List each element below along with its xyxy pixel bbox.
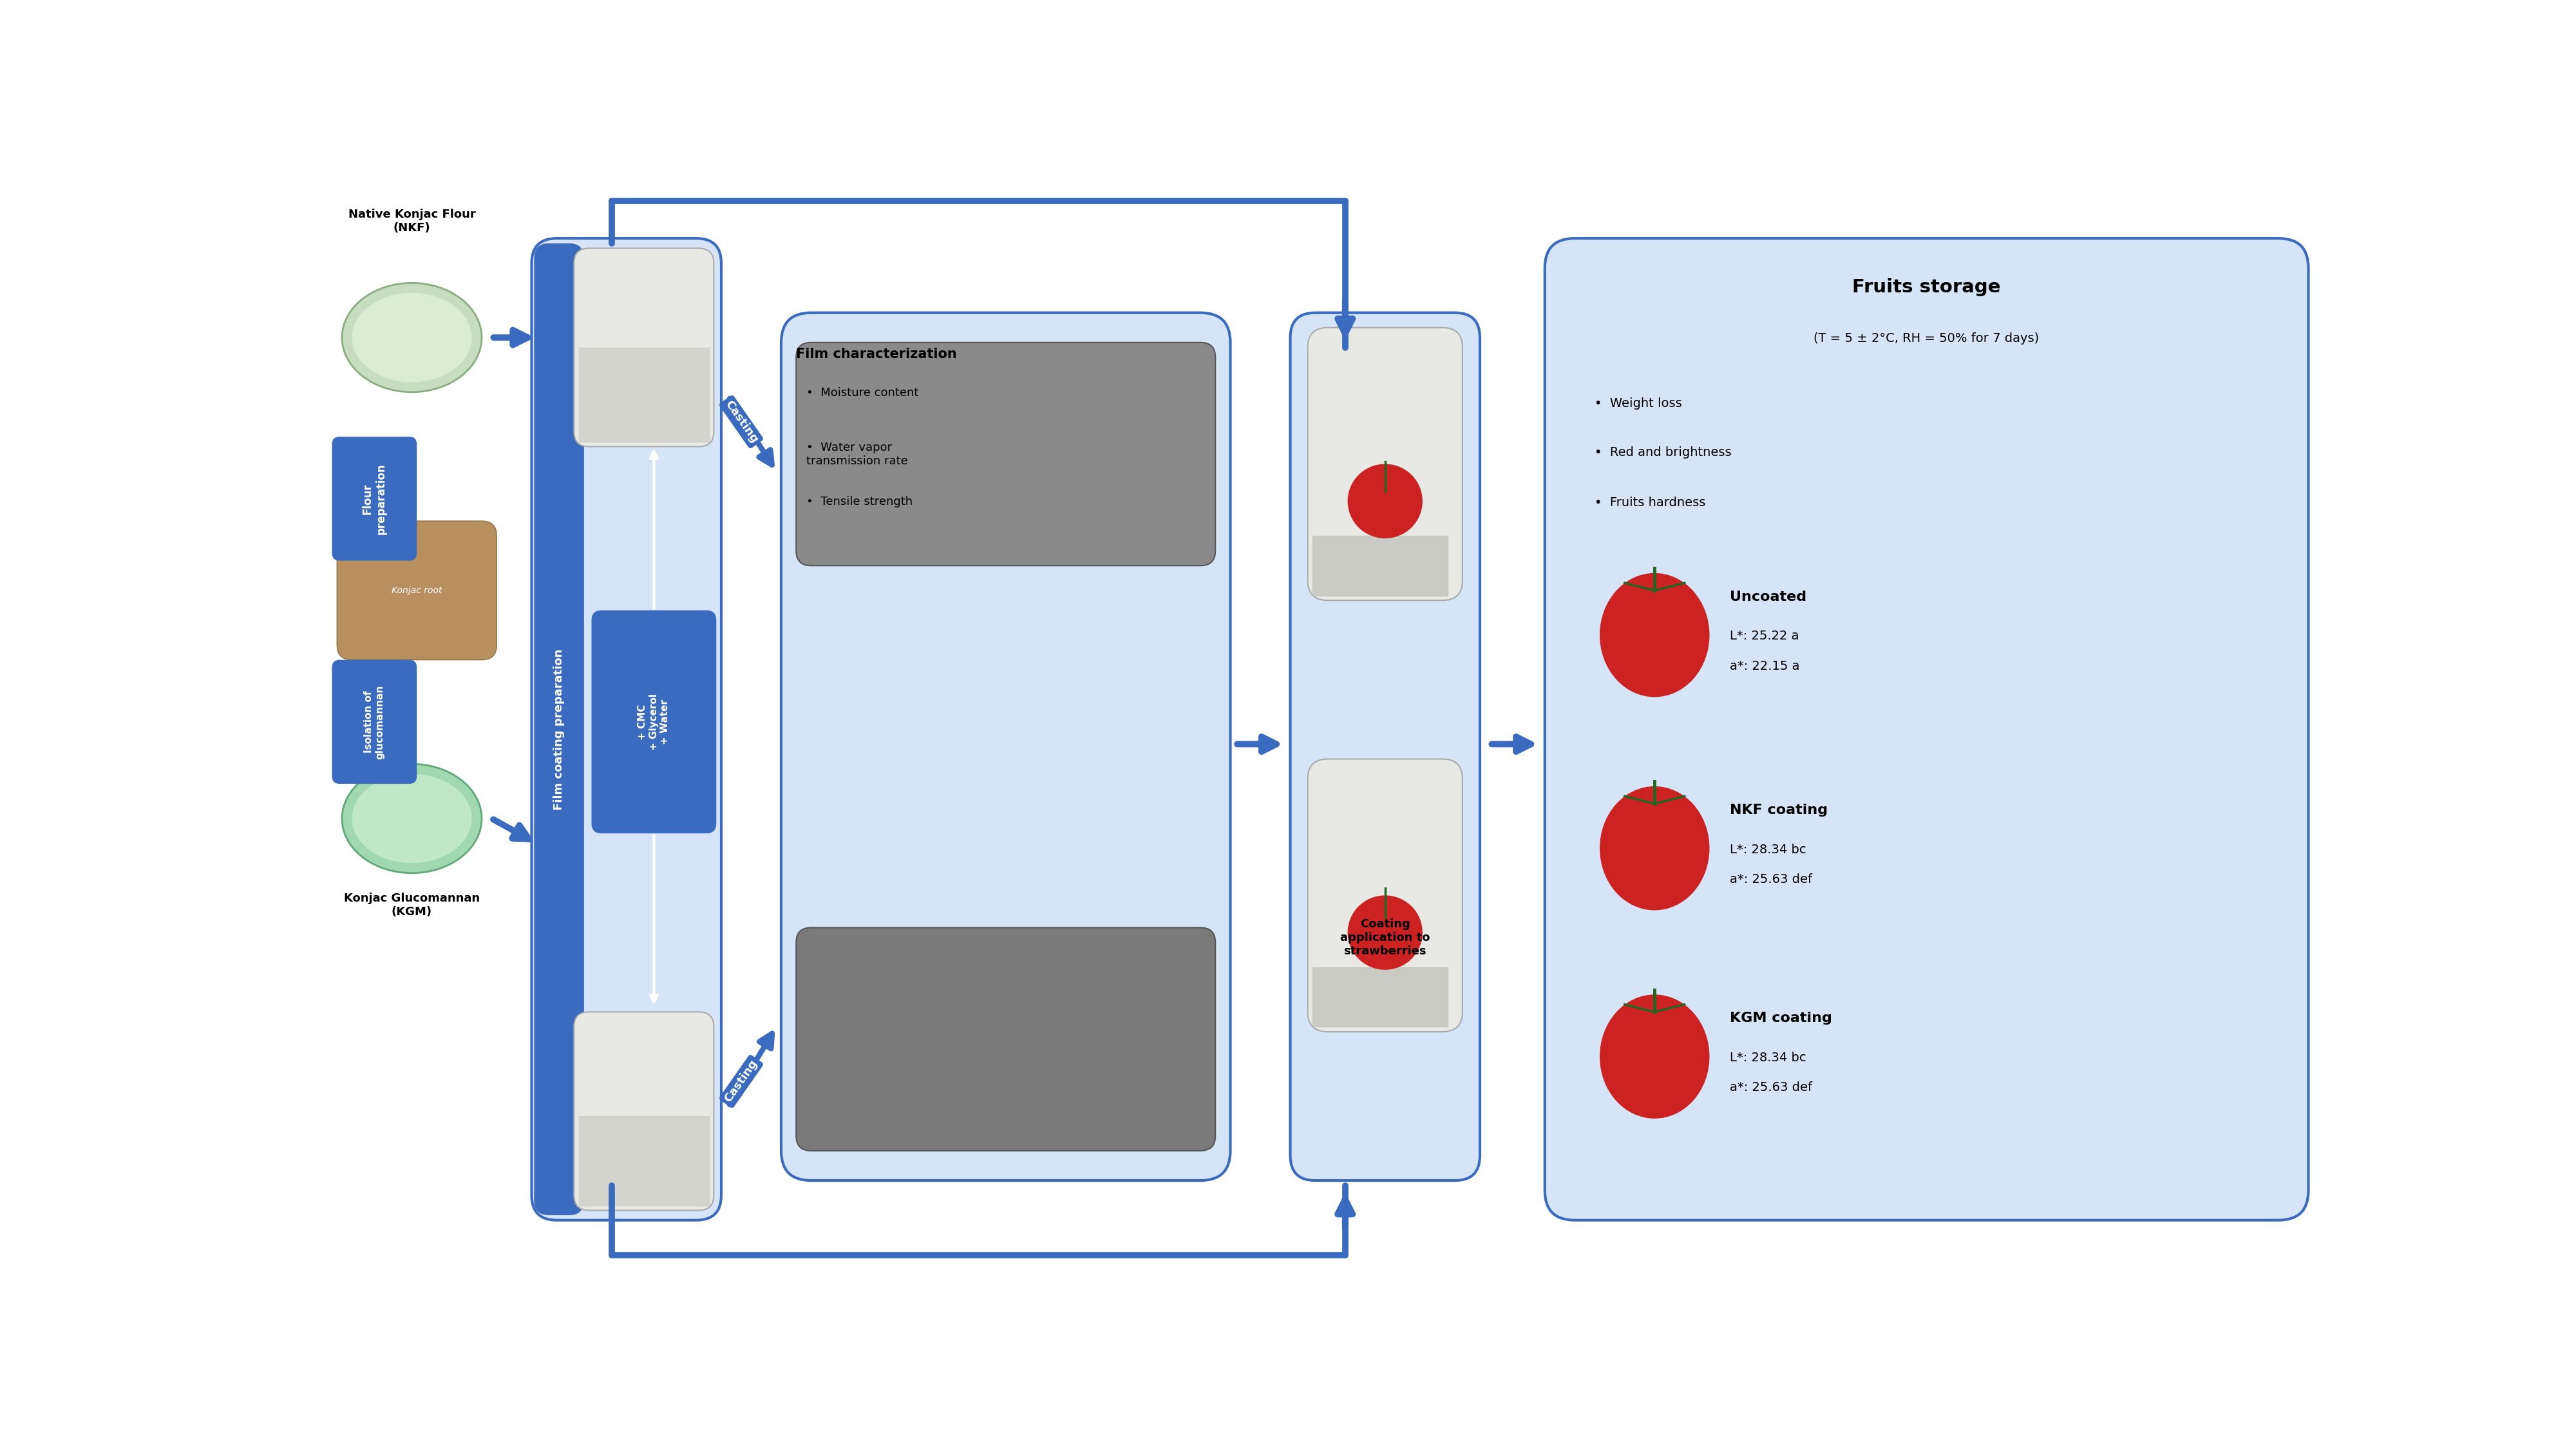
Text: NKF coating: NKF coating bbox=[1728, 804, 1826, 817]
Text: Native Konjac Flour
(NKF): Native Konjac Flour (NKF) bbox=[348, 209, 477, 233]
Text: Casting: Casting bbox=[721, 1058, 760, 1104]
Text: •  Weight loss: • Weight loss bbox=[1595, 397, 1682, 409]
Text: Fruits storage: Fruits storage bbox=[1852, 278, 2002, 296]
FancyBboxPatch shape bbox=[796, 342, 1216, 565]
Text: Konjac Glucomannan
(KGM): Konjac Glucomannan (KGM) bbox=[343, 893, 479, 917]
FancyBboxPatch shape bbox=[332, 659, 417, 784]
Ellipse shape bbox=[343, 283, 482, 393]
Text: Isolation of
glucomannan: Isolation of glucomannan bbox=[363, 685, 384, 759]
Ellipse shape bbox=[1600, 787, 1710, 910]
FancyBboxPatch shape bbox=[574, 1011, 714, 1210]
Text: Coating
application to
strawberries: Coating application to strawberries bbox=[1340, 919, 1430, 956]
Text: a*: 22.15 a: a*: 22.15 a bbox=[1728, 659, 1798, 672]
Text: + CMC
+ Glycerol
+ Water: + CMC + Glycerol + Water bbox=[639, 694, 670, 751]
Text: a*: 25.63 def: a*: 25.63 def bbox=[1728, 1081, 1811, 1094]
FancyBboxPatch shape bbox=[1546, 238, 2308, 1220]
FancyBboxPatch shape bbox=[337, 522, 497, 659]
Text: Film coating preparation: Film coating preparation bbox=[554, 649, 564, 810]
Text: •  Red and brightness: • Red and brightness bbox=[1595, 446, 1731, 459]
FancyBboxPatch shape bbox=[332, 436, 417, 561]
FancyBboxPatch shape bbox=[533, 243, 585, 1216]
Text: Film characterization: Film characterization bbox=[796, 348, 958, 361]
Ellipse shape bbox=[353, 774, 471, 864]
FancyBboxPatch shape bbox=[592, 610, 716, 833]
FancyBboxPatch shape bbox=[1291, 313, 1479, 1181]
Ellipse shape bbox=[1600, 572, 1710, 697]
Text: Konjac root: Konjac root bbox=[392, 585, 443, 596]
Text: (T = 5 ± 2°C, RH = 50% for 7 days): (T = 5 ± 2°C, RH = 50% for 7 days) bbox=[1814, 333, 2040, 345]
Text: Uncoated: Uncoated bbox=[1728, 590, 1806, 603]
Text: L*: 28.34 bc: L*: 28.34 bc bbox=[1728, 1052, 1806, 1064]
FancyBboxPatch shape bbox=[1309, 759, 1463, 1032]
Ellipse shape bbox=[1347, 464, 1422, 539]
Text: Casting: Casting bbox=[721, 398, 760, 445]
FancyBboxPatch shape bbox=[574, 248, 714, 446]
Text: •  Moisture content: • Moisture content bbox=[806, 387, 920, 398]
Ellipse shape bbox=[343, 764, 482, 874]
Text: •  Fruits hardness: • Fruits hardness bbox=[1595, 496, 1705, 509]
FancyBboxPatch shape bbox=[796, 927, 1216, 1151]
Text: L*: 28.34 bc: L*: 28.34 bc bbox=[1728, 843, 1806, 855]
Text: Flour
preparation: Flour preparation bbox=[361, 464, 386, 535]
FancyBboxPatch shape bbox=[781, 313, 1231, 1181]
Text: KGM coating: KGM coating bbox=[1728, 1011, 1832, 1024]
Text: •  Tensile strength: • Tensile strength bbox=[806, 496, 912, 507]
Text: L*: 25.22 a: L*: 25.22 a bbox=[1728, 630, 1798, 642]
FancyBboxPatch shape bbox=[531, 238, 721, 1220]
Text: a*: 25.63 def: a*: 25.63 def bbox=[1728, 874, 1811, 885]
Ellipse shape bbox=[1600, 994, 1710, 1119]
Text: •  Water vapor
transmission rate: • Water vapor transmission rate bbox=[806, 442, 907, 467]
Ellipse shape bbox=[353, 293, 471, 383]
FancyBboxPatch shape bbox=[1309, 327, 1463, 600]
Ellipse shape bbox=[1347, 895, 1422, 969]
